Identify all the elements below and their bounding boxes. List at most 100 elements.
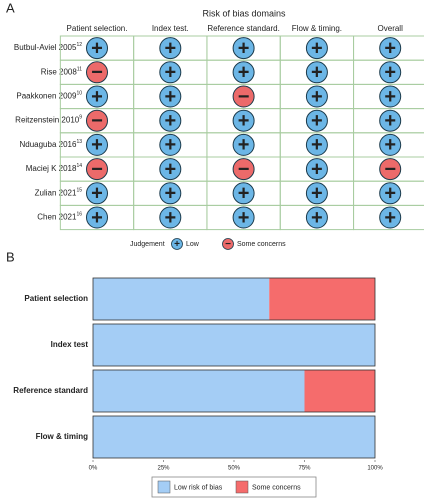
bar-segment: [269, 278, 375, 320]
judgement-circle: [86, 109, 108, 132]
judgement-symbol: +: [384, 37, 396, 59]
judgement-symbol: +: [311, 86, 323, 108]
legend-label: Some concerns: [237, 241, 286, 248]
judgement-circle: [305, 158, 328, 181]
judgement-circle: [86, 85, 108, 108]
domains-title: Risk of bias domains: [202, 8, 286, 18]
judgement-symbol: +: [238, 207, 250, 229]
judgement-circle: [159, 85, 182, 108]
judgement-circle: [379, 85, 402, 108]
judgement-symbol: +: [311, 110, 323, 132]
judgement-circle: [379, 37, 402, 60]
judgement-symbol: +: [164, 110, 176, 132]
judgement-symbol: −: [384, 158, 396, 180]
judgement-circle: [232, 109, 255, 132]
study-name: Paakkonen 2009: [16, 92, 77, 101]
legend-label: Some concerns: [252, 484, 301, 491]
judgement-symbol: +: [164, 86, 176, 108]
judgement-circle: [86, 37, 108, 60]
panel-label: A: [6, 0, 15, 15]
study-name: Rise 2008: [41, 67, 78, 76]
domain-label: Reference standard.: [207, 24, 280, 33]
cell: [353, 204, 424, 231]
judgement-symbol: +: [384, 62, 396, 84]
study-name: Chen 2021: [37, 213, 77, 222]
judgement-circle: [305, 206, 328, 229]
judgement-circle: [232, 158, 255, 181]
judgement-symbol: −: [91, 158, 103, 180]
study-name: Reitzenstein 2010: [15, 116, 80, 125]
judgement-symbol: +: [311, 37, 323, 59]
judgement-symbol: +: [311, 183, 323, 205]
judgement-circle: [379, 158, 402, 181]
judgement-symbol: +: [311, 134, 323, 156]
category-label: Reference standard: [13, 386, 88, 395]
x-tick-label: 0%: [89, 466, 98, 472]
judgement-symbol: −: [238, 86, 250, 108]
judgement-symbol: +: [164, 183, 176, 205]
judgement-circle: [379, 206, 402, 229]
judgement-circle: [159, 158, 182, 181]
bar-segment: [93, 278, 270, 320]
study-ref: 15: [76, 188, 82, 194]
judgement-circle: [86, 206, 108, 229]
study-label: Chen 202116: [37, 212, 82, 222]
x-tick-label: 25%: [157, 466, 170, 472]
study-label: Rise 200811: [41, 67, 82, 77]
judgement-symbol: +: [164, 158, 176, 180]
bar-outline: [92, 369, 376, 413]
judgement-circle: [86, 133, 108, 156]
judgement-circle: [305, 109, 328, 132]
judgement-circle: [305, 61, 328, 84]
domain-label: Flow & timing.: [292, 24, 342, 33]
study-label: Paakkonen 200910: [16, 91, 82, 101]
judgement-circle: [159, 109, 182, 132]
judgement-symbol: +: [91, 183, 103, 205]
category-label: Index test: [51, 340, 89, 349]
judgement-circle: [379, 109, 402, 132]
judgement-symbol: +: [384, 134, 396, 156]
judgement-symbol: +: [238, 134, 250, 156]
legend-label: Low risk of bias: [174, 484, 223, 491]
judgement-circle: [159, 206, 182, 229]
judgement-circle: [232, 37, 255, 60]
legend-title: Judgement: [130, 241, 165, 248]
study-ref: 14: [76, 163, 82, 169]
judgement-symbol: +: [164, 62, 176, 84]
x-tick-label: 75%: [298, 466, 311, 472]
judgement-circle: [86, 158, 108, 181]
judgement-symbol: +: [238, 37, 250, 59]
domain-label: Patient selection.: [67, 24, 128, 33]
bar-segment: [93, 370, 305, 412]
judgement-circle: [232, 182, 255, 205]
judgement-circle: [159, 61, 182, 84]
bar-outline: [92, 277, 376, 321]
x-tick-label: 50%: [228, 466, 241, 472]
legend-label: Low: [186, 241, 200, 248]
study-ref: 11: [77, 67, 82, 73]
study-ref: 12: [76, 42, 82, 48]
judgement-symbol: +: [91, 134, 103, 156]
category-label: Patient selection: [24, 294, 88, 303]
judgement-circle: [159, 37, 182, 60]
study-name: Butbul-Aviel 2005: [14, 43, 77, 52]
legend-circle: [222, 238, 234, 250]
judgement-circle: [379, 133, 402, 156]
study-label: Butbul-Aviel 200512: [14, 42, 82, 52]
judgement-circle: [305, 37, 328, 60]
judgement-symbol: +: [311, 207, 323, 229]
judgement-circle: [232, 85, 255, 108]
study-ref: 10: [76, 91, 82, 97]
domain-label: Index test.: [152, 24, 189, 33]
bar-segment: [93, 416, 375, 458]
legend-swatch: [157, 480, 171, 494]
judgement-symbol: +: [164, 207, 176, 229]
study-label: Maciej K 201814: [26, 163, 82, 173]
judgement-symbol: +: [384, 110, 396, 132]
judgement-symbol: +: [384, 207, 396, 229]
judgement-circle: [232, 133, 255, 156]
bar-outline: [92, 323, 376, 367]
judgement-symbol: +: [384, 183, 396, 205]
judgement-symbol: −: [91, 62, 103, 84]
study-label: Reitzenstein 20109: [15, 115, 82, 125]
